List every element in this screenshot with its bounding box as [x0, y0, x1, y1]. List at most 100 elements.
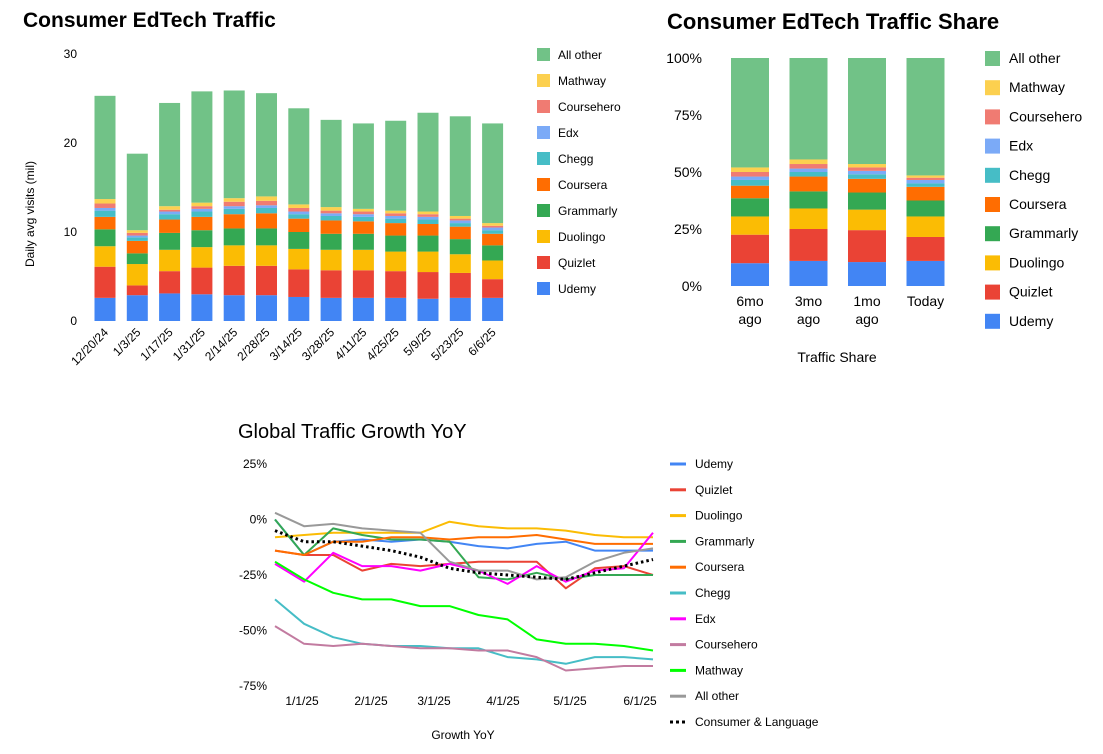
chart1-legend-swatch-mathway	[537, 74, 550, 87]
chart1-bar-grammarly	[256, 228, 277, 246]
chart3-xtick: 3/1/25	[417, 694, 451, 708]
chart2-legend-swatch-duolingo	[985, 255, 1000, 271]
chart1-bar-edx	[417, 216, 439, 220]
chart2-bar-edx	[906, 179, 945, 184]
chart1-legend-swatch-chegg	[537, 152, 550, 165]
chart1-bar-coursehero	[449, 218, 471, 221]
chart1-bar-chegg	[159, 214, 181, 220]
chart1-bar-udemy	[223, 295, 245, 321]
chart2-bar-mathway	[906, 175, 945, 178]
chart1-bar-udemy	[94, 297, 116, 321]
chart1-bar-duolingo	[320, 249, 342, 271]
chart1-bar-grammarly	[482, 245, 504, 261]
chart2-legend-label: Grammarly	[1009, 225, 1078, 241]
chart3-ytick: 25%	[243, 457, 267, 471]
chart1-bar-coursera	[94, 216, 116, 230]
chart1-bar-mathway	[417, 211, 439, 215]
chart1-bar-udemy	[352, 297, 374, 321]
chart1-bar-all-other	[256, 93, 277, 197]
chart1-bar-coursera	[288, 218, 310, 232]
chart3-line-coursera	[274, 534, 653, 556]
chart1-bar-grammarly	[417, 235, 439, 252]
chart1-bar-coursehero	[417, 214, 439, 217]
chart3-ytick: 0%	[250, 513, 268, 527]
chart1-bar-all-other	[417, 112, 439, 212]
chart2-xtick: 6mo ago	[736, 293, 763, 327]
chart2-bar-duolingo	[906, 216, 945, 237]
chart2-bar-coursehero	[731, 172, 769, 177]
chart1-bar-mathway	[126, 230, 148, 233]
chart1-bar-edx	[223, 206, 245, 209]
chart2-ytick: 25%	[674, 221, 702, 237]
chart1-bar-all-other	[94, 95, 116, 200]
chart1-bar-grammarly	[288, 232, 310, 249]
chart1-ytick: 0	[70, 314, 77, 328]
chart1-bar-grammarly	[191, 230, 213, 248]
traffic-share-stacked-bar-chart: 0% 25% 50% 75% 100% 6mo ago 3mo ago 1mo ago Today Tr…	[666, 50, 1082, 365]
chart1-bar-udemy	[449, 297, 471, 321]
chart1-bar-udemy	[256, 295, 277, 321]
chart1-bar-coursehero	[94, 203, 116, 208]
chart1-legend-swatch-coursehero	[537, 100, 550, 113]
chart1-bar-chegg	[288, 214, 310, 219]
chart3-ytick: -50%	[239, 624, 267, 638]
chart1-bar-grammarly	[126, 253, 148, 265]
chart1-bar-chegg	[223, 208, 245, 215]
chart1-legend-label: Edx	[558, 126, 579, 140]
chart1-bar-coursera	[126, 240, 148, 254]
chart2-legend-label: Quizlet	[1009, 284, 1053, 300]
chart1-bar-chegg	[256, 207, 277, 214]
chart1-bar-udemy	[482, 297, 504, 321]
chart2-bar-udemy	[789, 260, 828, 286]
chart1-bar-edx	[191, 208, 213, 212]
chart1-bar-coursehero	[159, 209, 181, 212]
chart1-bar-duolingo	[449, 254, 471, 273]
chart2-bar-coursera	[906, 186, 945, 201]
chart2-bar-all-other	[848, 58, 886, 165]
chart2-bar-chegg	[789, 172, 828, 177]
chart1-bar-duolingo	[223, 245, 245, 266]
chart1-bar-edx	[159, 211, 181, 215]
chart1-legend-swatch-udemy	[537, 282, 550, 295]
chart1-legend-label: All other	[558, 48, 602, 62]
chart1-bar-grammarly	[352, 233, 374, 250]
chart2-xtick: 1mo ago	[853, 293, 880, 327]
chart1-bar-quizlet	[159, 271, 181, 294]
chart1-bar-mathway	[159, 206, 181, 210]
chart1-bar-quizlet	[191, 267, 213, 295]
chart1-bar-all-other	[320, 119, 342, 208]
chart1-bar-coursera	[191, 216, 213, 231]
chart3-legend-label: Coursehero	[695, 638, 758, 652]
chart3-line-coursehero	[274, 625, 653, 672]
chart1-bar-chegg	[94, 210, 116, 217]
chart1-bar-quizlet	[126, 285, 148, 296]
chart1-bar-quizlet	[288, 269, 310, 297]
chart2-bar-quizlet	[731, 234, 769, 264]
chart1-bar-all-other	[191, 91, 213, 203]
chart2-legend-label: Coursera	[1009, 196, 1067, 212]
chart1-bar-coursera	[320, 220, 342, 234]
chart2-legend-swatch-chegg	[985, 167, 1000, 183]
chart2-xtick: Today	[907, 293, 944, 309]
chart1-bar-all-other	[223, 90, 245, 199]
chart1-bar-mathway	[191, 202, 213, 207]
chart2-ytick: 100%	[666, 50, 702, 66]
chart3-legend-label: Coursera	[695, 560, 745, 574]
chart1-bar-duolingo	[94, 246, 116, 267]
chart2-ytick: 50%	[674, 164, 702, 180]
chart1-bar-all-other	[126, 153, 148, 231]
chart3-legend-label: Duolingo	[695, 509, 743, 523]
chart1-bar-all-other	[288, 108, 310, 205]
chart1-bar-coursera	[352, 221, 374, 234]
chart1-legend-label: Coursera	[558, 178, 608, 192]
chart2-bar-duolingo	[848, 209, 886, 231]
chart1-bar-coursehero	[320, 210, 342, 214]
chart1-bar-all-other	[352, 123, 374, 209]
chart1-bar-duolingo	[126, 264, 148, 286]
chart2-ytick: 75%	[674, 107, 702, 123]
chart2-bar-quizlet	[906, 236, 945, 261]
chart2-bar-mathway	[731, 167, 769, 172]
chart3-legend-label: Chegg	[695, 586, 730, 600]
chart1-bar-duolingo	[159, 249, 181, 272]
chart1-legend-label: Grammarly	[558, 204, 617, 218]
